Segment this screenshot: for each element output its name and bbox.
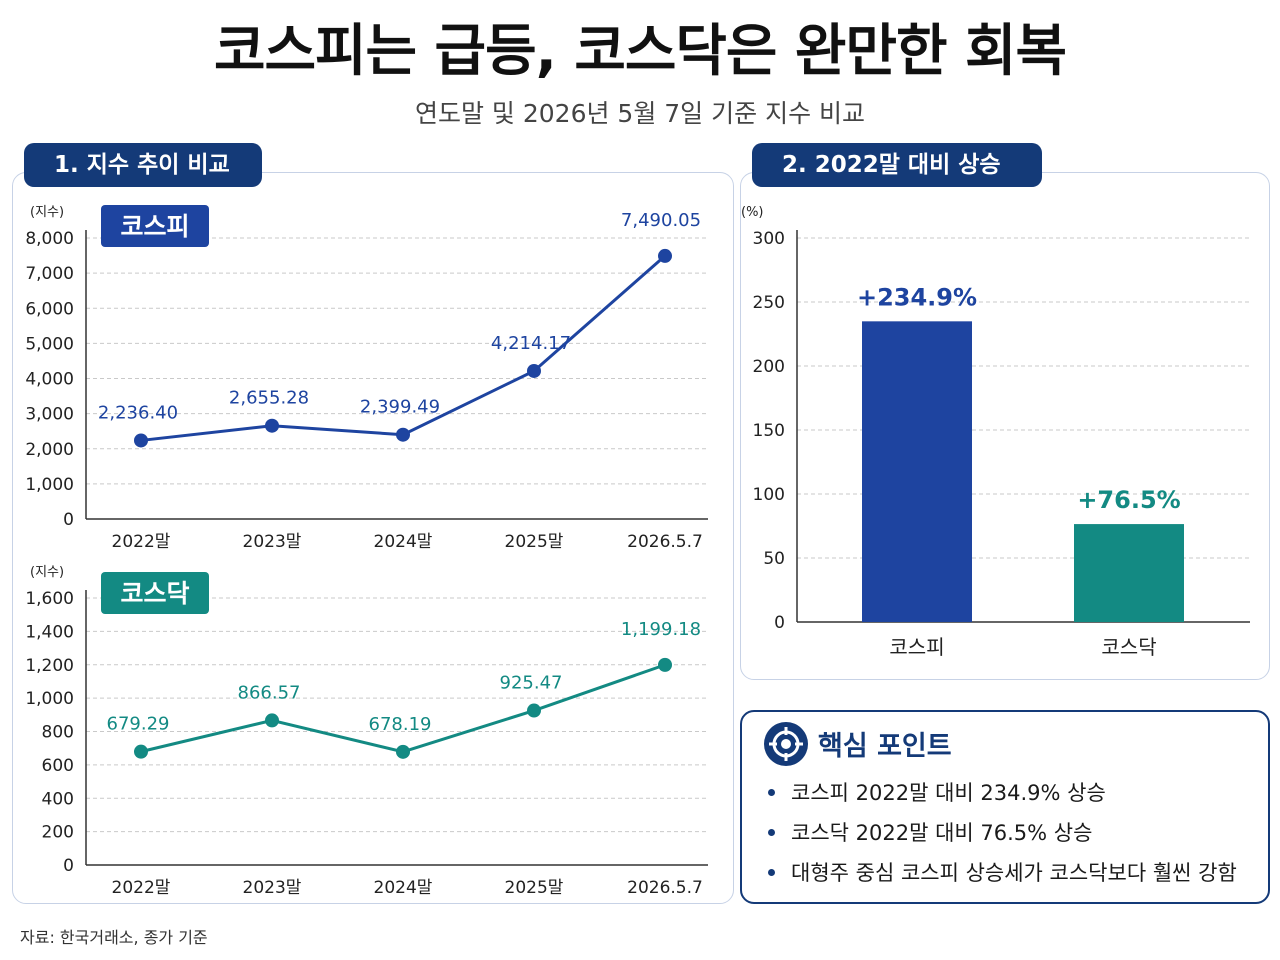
kospi-ytick-label: 0 — [63, 510, 74, 530]
kosdaq-data-label: 1,199.18 — [621, 619, 701, 640]
growth-ytick-label: 250 — [753, 293, 785, 313]
kosdaq-badge-label: 코스닥 — [120, 579, 189, 608]
kospi-ytick-label: 5,000 — [25, 334, 74, 354]
growth-ytick-label: 200 — [753, 357, 785, 377]
kospi-data-label: 2,399.49 — [360, 397, 440, 418]
kosdaq-ylabel: (지수) — [30, 565, 64, 580]
kospi-xtick-label: 2023말 — [243, 532, 302, 552]
key-points-title: 핵심 포인트 — [818, 731, 952, 762]
kosdaq-data-point — [527, 703, 541, 718]
section2-tab: 2. 2022말 대비 상승률 — [752, 143, 1042, 222]
kosdaq-series-line — [140, 663, 666, 754]
kosdaq-data-point — [134, 744, 148, 759]
key-point-item: 대형주 중심 코스피 상승세가 코스닥보다 훨씬 강함 — [762, 858, 1237, 898]
kosdaq-ytick-label: 1,200 — [25, 656, 74, 676]
kosdaq-ytick-label: 1,000 — [25, 689, 74, 709]
kospi-ytick-label: 7,000 — [25, 264, 74, 284]
kosdaq-ytick-label: 600 — [42, 756, 74, 776]
growth-ytick-label: 150 — [753, 421, 785, 441]
kosdaq-ytick-label: 800 — [42, 723, 74, 743]
key-points-list: 코스피 2022말 대비 234.9% 상승 코스닥 2022말 대비 76.5… — [762, 778, 1237, 898]
growth-ytick-label: 0 — [774, 613, 785, 633]
growth-bar — [862, 321, 972, 622]
key-point-item: 코스피 2022말 대비 234.9% 상승 — [762, 778, 1237, 818]
key-points-box: 핵심 포인트 코스피 2022말 대비 234.9% 상승 코스닥 2022말 … — [740, 710, 1270, 904]
trend-panel — [12, 172, 734, 904]
kosdaq-xtick-label: 2024말 — [374, 878, 433, 898]
kosdaq-data-point — [658, 657, 672, 672]
kosdaq-ytick-label: 400 — [42, 789, 74, 809]
kosdaq-data-label: 678.19 — [369, 714, 432, 735]
key-point-text: 코스닥 2022말 대비 76.5% 상승 — [791, 821, 1093, 845]
kospi-data-label: 2,655.28 — [229, 388, 309, 409]
kospi-xtick-label: 2024말 — [374, 532, 433, 552]
growth-data-label: +234.9% — [857, 283, 977, 311]
kosdaq-badge — [101, 572, 209, 614]
kospi-data-point — [527, 363, 541, 378]
kospi-ytick-label: 8,000 — [25, 229, 74, 249]
target-icon — [764, 722, 808, 766]
kospi-data-point — [134, 433, 148, 448]
growth-bar — [1074, 524, 1184, 622]
kospi-data-label: 2,236.40 — [98, 402, 178, 423]
kosdaq-xtick-label: 2025말 — [505, 878, 564, 898]
kosdaq-data-point — [265, 713, 279, 728]
kospi-ytick-label: 3,000 — [25, 405, 74, 425]
kosdaq-data-label: 925.47 — [500, 673, 563, 694]
source-note: 자료: 한국거래소, 종가 기준 — [20, 928, 208, 947]
kospi-xtick-label: 2026.5.7 — [627, 532, 703, 552]
kosdaq-ytick-label: 1,400 — [25, 622, 74, 642]
kospi-data-point — [396, 427, 410, 442]
kospi-ytick-label: 1,000 — [25, 475, 74, 495]
growth-ytick-label: 100 — [753, 485, 785, 505]
kosdaq-xtick-label: 2022말 — [112, 878, 171, 898]
kospi-ytick-label: 4,000 — [25, 370, 74, 390]
key-point-text: 코스피 2022말 대비 234.9% 상승 — [791, 781, 1106, 805]
growth-xtick-label: 코스피 — [889, 635, 944, 659]
kosdaq-ytick-label: 1,600 — [25, 589, 74, 609]
kosdaq-xtick-label: 2026.5.7 — [627, 878, 703, 898]
key-point-text: 대형주 중심 코스피 상승세가 코스닥보다 훨씬 강함 — [791, 861, 1237, 885]
growth-data-label: +76.5% — [1077, 486, 1180, 514]
kospi-data-label: 4,214.17 — [491, 333, 571, 354]
growth-xtick-label: 코스닥 — [1101, 635, 1156, 659]
kospi-badge — [101, 205, 209, 247]
growth-ytick-label: 300 — [753, 229, 785, 249]
kospi-xtick-label: 2022말 — [112, 532, 171, 552]
kospi-data-point — [265, 418, 279, 433]
kosdaq-xtick-label: 2023말 — [243, 878, 302, 898]
kosdaq-ytick-label: 200 — [42, 823, 74, 843]
page-title: 코스피는 급등, 코스닥은 완만한 회복 — [213, 19, 1067, 84]
kosdaq-data-label: 866.57 — [238, 682, 301, 703]
kospi-ytick-label: 6,000 — [25, 299, 74, 319]
kospi-ylabel: (지수) — [30, 205, 64, 220]
kospi-data-label: 7,490.05 — [621, 210, 701, 231]
kosdaq-data-label: 679.29 — [107, 714, 170, 735]
kosdaq-data-point — [396, 744, 410, 759]
section1-tab: 1. 지수 추이 비교 — [24, 143, 262, 187]
key-point-item: 코스닥 2022말 대비 76.5% 상승 — [762, 818, 1237, 858]
kospi-ytick-label: 2,000 — [25, 440, 74, 460]
kospi-badge-label: 코스피 — [120, 212, 189, 241]
page-subtitle: 연도말 및 2026년 5월 7일 기준 지수 비교 — [414, 99, 866, 128]
kospi-data-point — [658, 248, 672, 263]
growth-ytick-label: 50 — [763, 549, 785, 569]
kosdaq-ytick-label: 0 — [63, 856, 74, 876]
kospi-xtick-label: 2025말 — [505, 532, 564, 552]
growth-ylabel: (%) — [741, 205, 764, 220]
